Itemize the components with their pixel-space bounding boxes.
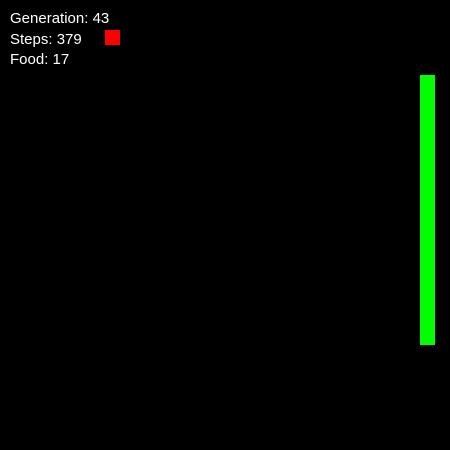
steps-value: 379 (56, 31, 82, 48)
food-value: 17 (52, 51, 70, 68)
food-label: Food: (10, 51, 49, 68)
food-counter: Food: 17 (10, 51, 69, 69)
snake-body (420, 75, 435, 345)
generation-counter: Generation: 43 (10, 10, 109, 28)
steps-label: Steps: (10, 31, 53, 48)
food-square-icon (105, 30, 120, 45)
steps-counter: Steps: 379 (10, 31, 82, 49)
generation-value: 43 (92, 10, 110, 27)
generation-label: Generation: (10, 10, 89, 27)
